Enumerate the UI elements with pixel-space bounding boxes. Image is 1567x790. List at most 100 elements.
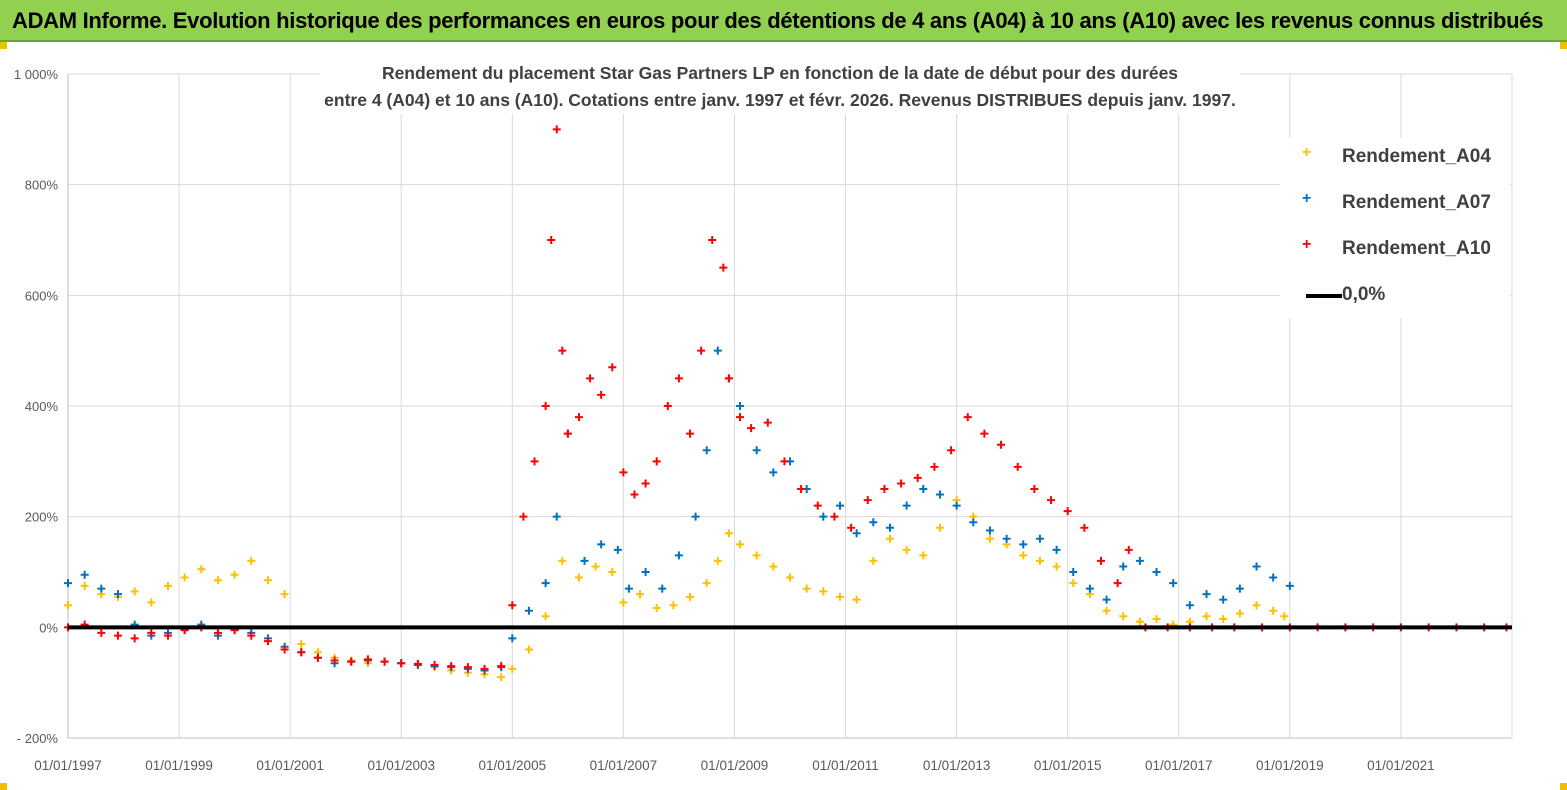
data-point <box>552 512 561 521</box>
data-point <box>597 540 606 549</box>
report-title: ADAM Informe. Evolution historique des p… <box>12 8 1544 33</box>
data-point <box>786 573 794 582</box>
data-point <box>608 363 617 372</box>
returns-chart: - 200% 0% 200% 400% 600% 800% 1 000% 01/01/1997… <box>14 67 1513 773</box>
data-point <box>686 429 695 438</box>
data-point <box>1235 584 1244 593</box>
data-point <box>147 598 156 607</box>
data-point <box>163 581 172 590</box>
data-point <box>1219 615 1228 624</box>
data-point <box>64 579 72 588</box>
data-point <box>541 612 550 621</box>
data-point <box>686 592 695 601</box>
data-point <box>697 346 706 355</box>
data-point <box>1069 579 1078 588</box>
y-tick-label: 0% <box>39 620 58 635</box>
y-tick-label: - 200% <box>17 731 59 746</box>
data-point <box>919 551 928 560</box>
data-point <box>724 529 733 538</box>
data-point <box>919 485 928 493</box>
x-tick-label: 01/01/1999 <box>145 758 213 773</box>
data-point <box>541 579 550 588</box>
data-point <box>736 540 745 549</box>
data-point <box>713 556 722 565</box>
data-point <box>663 402 672 410</box>
data-point <box>752 446 761 455</box>
data-point <box>363 655 372 664</box>
data-point <box>213 628 222 637</box>
x-tick-label: 01/01/2003 <box>367 758 435 773</box>
data-point <box>1013 462 1022 471</box>
data-point <box>97 628 106 637</box>
data-point <box>480 664 489 673</box>
data-point <box>263 637 272 646</box>
data-point <box>64 601 72 610</box>
data-point <box>1252 562 1261 571</box>
data-point <box>330 656 339 665</box>
data-point <box>180 573 189 582</box>
data-point <box>880 485 889 493</box>
data-point <box>1052 545 1061 554</box>
data-point <box>1135 556 1144 565</box>
data-point <box>1135 617 1144 626</box>
data-point <box>736 402 745 410</box>
x-tick-label: 01/01/2019 <box>1256 758 1324 773</box>
x-tick-label: 01/01/2015 <box>1034 758 1102 773</box>
data-point <box>830 512 839 521</box>
data-point <box>247 631 256 640</box>
x-tick-label: 01/01/2007 <box>590 758 658 773</box>
data-point <box>736 413 745 422</box>
data-point <box>997 440 1006 449</box>
data-point <box>1202 590 1211 599</box>
data-point <box>935 490 944 499</box>
data-point <box>652 603 661 612</box>
data-point <box>1280 612 1289 621</box>
line-marker-icon <box>1306 294 1342 298</box>
data-point <box>769 562 778 571</box>
data-point <box>1285 581 1294 590</box>
data-point <box>1252 601 1261 610</box>
data-point <box>1019 551 1028 560</box>
data-point <box>519 512 528 521</box>
data-point <box>652 457 661 466</box>
data-point <box>508 601 517 610</box>
data-point <box>869 556 878 565</box>
data-point <box>508 634 517 643</box>
data-point <box>641 479 650 488</box>
data-point <box>952 501 961 510</box>
plus-marker-icon: + <box>1302 190 1312 207</box>
legend-item-a10: + Rendement_A10 <box>1280 234 1510 264</box>
data-point <box>852 529 861 538</box>
data-point <box>819 512 828 521</box>
x-tick-label: 01/01/2021 <box>1367 758 1435 773</box>
data-point <box>197 565 206 574</box>
data-point <box>797 485 806 493</box>
data-point <box>608 568 617 576</box>
data-point <box>1119 612 1128 621</box>
data-point <box>580 556 589 565</box>
data-point <box>747 424 756 433</box>
data-point <box>247 556 256 565</box>
data-point <box>1047 496 1056 505</box>
data-point <box>508 664 517 673</box>
data-point <box>347 657 356 666</box>
data-point <box>586 374 595 383</box>
data-point <box>530 457 539 466</box>
data-point <box>802 584 811 593</box>
data-point <box>380 657 389 666</box>
data-point <box>558 346 567 355</box>
data-point <box>130 587 139 596</box>
data-point <box>113 590 122 599</box>
data-point <box>574 573 583 582</box>
data-point <box>130 634 139 643</box>
legend-label: Rendement_A10 <box>1342 238 1491 259</box>
data-point <box>897 479 906 488</box>
data-point <box>780 457 789 466</box>
legend-item-a07: + Rendement_A07 <box>1280 188 1510 218</box>
y-tick-label: 800% <box>25 178 59 193</box>
data-point <box>280 590 289 599</box>
data-point <box>636 590 645 599</box>
data-point <box>963 413 972 422</box>
data-point <box>902 545 911 554</box>
data-point <box>1119 562 1128 571</box>
